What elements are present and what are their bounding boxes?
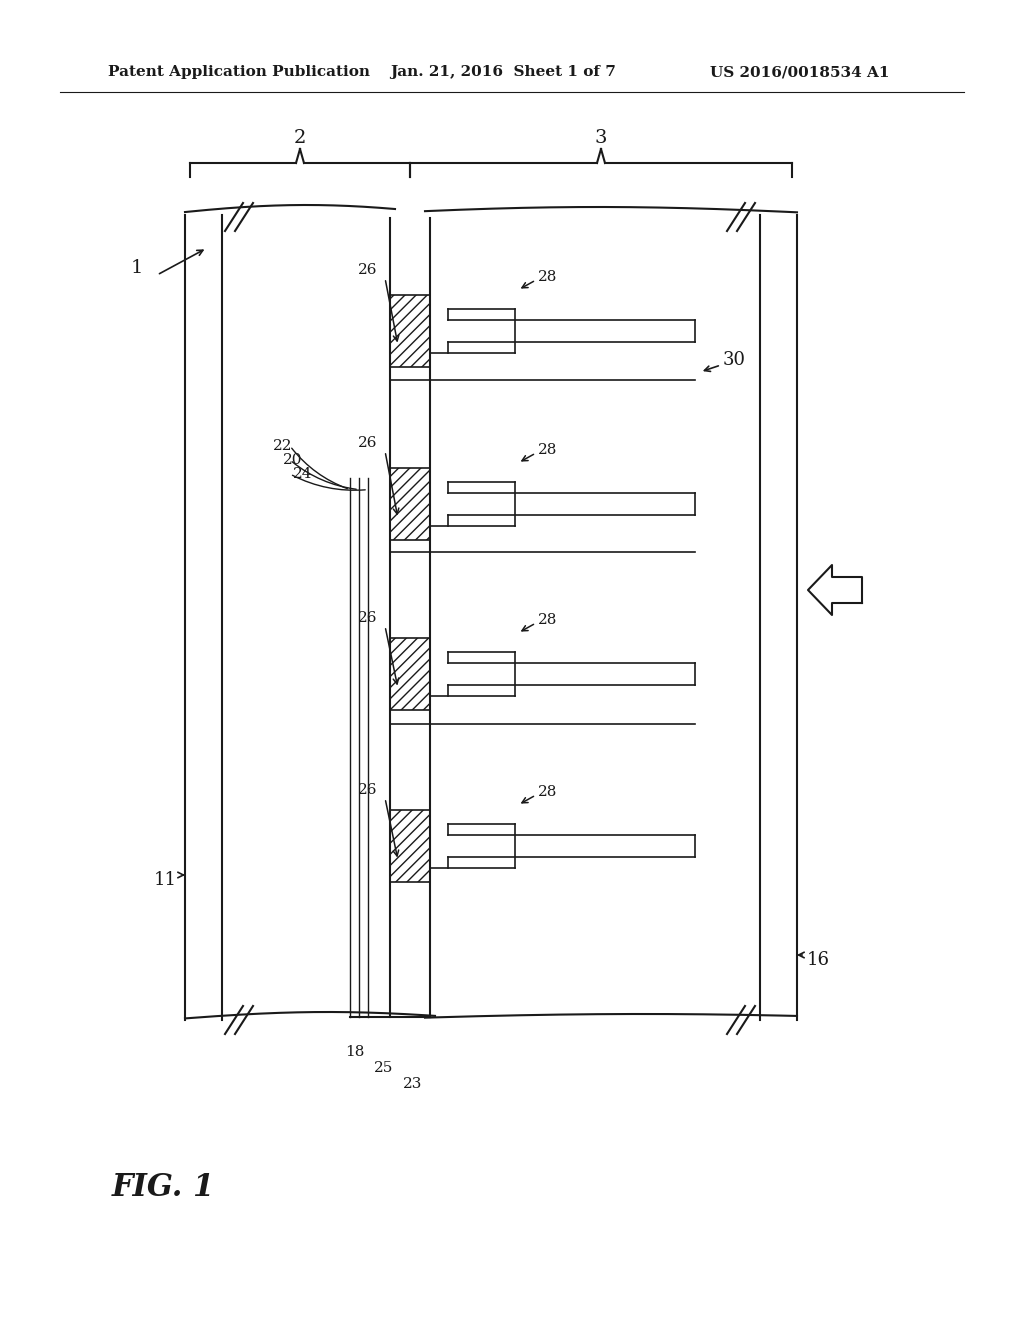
Text: Patent Application Publication: Patent Application Publication: [108, 65, 370, 79]
Text: 18: 18: [345, 1045, 365, 1059]
Text: FIG. 1: FIG. 1: [112, 1172, 215, 1204]
Text: US 2016/0018534 A1: US 2016/0018534 A1: [710, 65, 890, 79]
Text: 25: 25: [375, 1061, 393, 1074]
Bar: [390, 638, 430, 710]
Text: 11: 11: [154, 871, 177, 888]
Bar: [390, 810, 430, 882]
Text: 16: 16: [807, 950, 830, 969]
Text: 26: 26: [358, 436, 378, 450]
Text: 22: 22: [272, 440, 292, 453]
Text: 28: 28: [538, 612, 557, 627]
Text: 20: 20: [283, 453, 302, 467]
Text: 28: 28: [538, 785, 557, 799]
Text: 26: 26: [358, 783, 378, 797]
Text: 24: 24: [293, 467, 312, 480]
Text: 23: 23: [403, 1077, 423, 1092]
Text: 1: 1: [131, 259, 143, 277]
Text: 2: 2: [294, 129, 306, 147]
Text: 28: 28: [538, 444, 557, 457]
Text: 26: 26: [358, 611, 378, 624]
Bar: [390, 469, 430, 540]
Text: 30: 30: [723, 351, 746, 370]
Text: 26: 26: [358, 263, 378, 277]
Text: 28: 28: [538, 271, 557, 284]
Text: Jan. 21, 2016  Sheet 1 of 7: Jan. 21, 2016 Sheet 1 of 7: [390, 65, 615, 79]
Text: 3: 3: [595, 129, 607, 147]
Bar: [390, 294, 430, 367]
